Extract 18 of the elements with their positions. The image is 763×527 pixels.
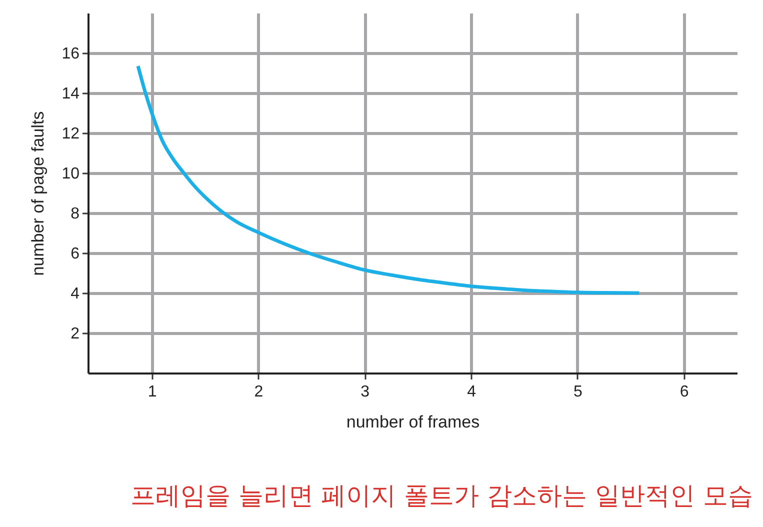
x-tick-label: 5 bbox=[573, 384, 582, 400]
y-tick-label: 6 bbox=[70, 246, 80, 262]
y-tick-label: 2 bbox=[70, 326, 80, 342]
line-series bbox=[136, 64, 641, 295]
y-tick-label: 4 bbox=[70, 286, 80, 302]
y-axis-title: number of page faults bbox=[28, 111, 48, 276]
x-tick-label: 2 bbox=[254, 384, 264, 400]
text: 프레임을 늘리면 페이지 폴트가 감소하는 일반적인 모습 bbox=[130, 480, 753, 512]
y-tick-label: 10 bbox=[62, 166, 80, 182]
x-tick-label: 6 bbox=[680, 384, 689, 400]
y-tick-label: 12 bbox=[62, 126, 80, 142]
x-tick-label: 1 bbox=[148, 384, 157, 400]
y-tick-label: 16 bbox=[62, 46, 80, 62]
x-tick-label: 4 bbox=[467, 384, 476, 400]
y-tick-label: 8 bbox=[70, 206, 80, 222]
x-axis-title: number of frames bbox=[346, 412, 480, 432]
y-tick-label: 14 bbox=[62, 86, 80, 102]
x-tick-label: 3 bbox=[360, 384, 370, 400]
